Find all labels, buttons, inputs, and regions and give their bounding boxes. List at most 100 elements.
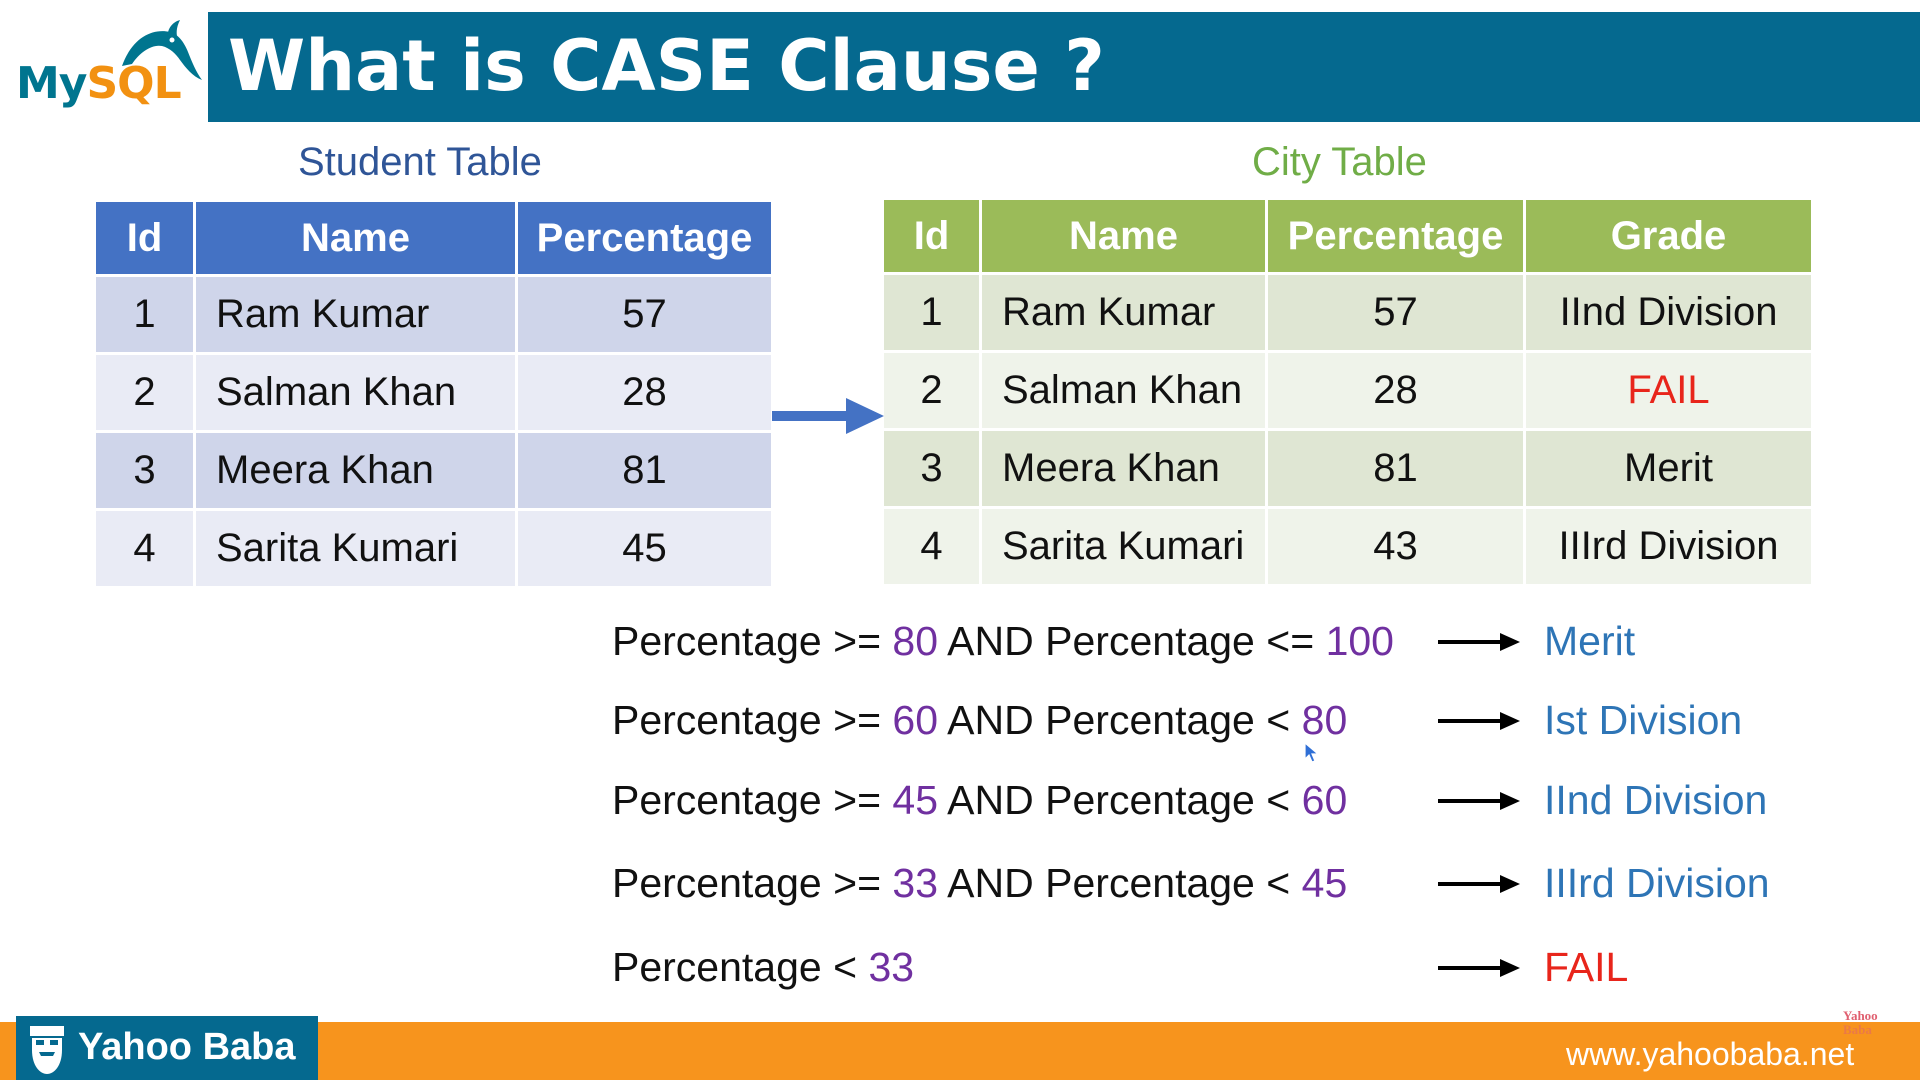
rule-field: Percentage (612, 944, 822, 990)
cell-name: Ram Kumar (196, 277, 518, 355)
cell-grade-fail: FAIL (1526, 353, 1814, 431)
cell-name: Salman Khan (196, 355, 518, 433)
website-url: www.yahoobaba.net (1566, 1036, 1855, 1072)
watermark-line: Yahoo (1843, 1008, 1878, 1023)
column-header: Id (96, 202, 196, 277)
rule-operator: >= (833, 860, 882, 906)
page-title: What is CASE Clause ? (228, 25, 1105, 107)
rule-operator: < (1266, 860, 1291, 906)
cell-percentage: 28 (1268, 353, 1526, 431)
cell-percentage: 57 (518, 277, 774, 355)
result-second-division: IInd Division (1544, 777, 1768, 823)
brand-name: Yahoo Baba (78, 1026, 296, 1068)
cell-name: Meera Khan (982, 431, 1268, 509)
result-first-division: Ist Division (1544, 697, 1743, 743)
rule-number: 33 (892, 860, 939, 906)
column-header: Name (196, 202, 518, 277)
rule-and: AND (947, 860, 1034, 906)
rule-merit: Percentage >= 80 AND Percentage <= 100 (612, 618, 1394, 665)
rule-number: 33 (868, 944, 915, 990)
rule-number: 80 (892, 618, 939, 664)
rule-number: 60 (892, 697, 939, 743)
result-fail: FAIL (1544, 944, 1629, 990)
cell-id: 4 (96, 511, 196, 589)
column-header: Id (884, 200, 982, 275)
rule-and: AND (947, 777, 1034, 823)
result-merit: Merit (1544, 618, 1636, 664)
table-row: 1 Ram Kumar 57 (96, 277, 774, 355)
rule-operator: <= (1266, 618, 1315, 664)
rule-and: AND (947, 697, 1034, 743)
rule-field: Percentage (612, 618, 822, 664)
rule-fail: Percentage < 33 (612, 944, 914, 991)
mysql-logo: MySQL (14, 18, 202, 118)
student-table: Id Name Percentage 1 Ram Kumar 57 2 Salm… (96, 202, 774, 589)
cell-grade: Merit (1526, 431, 1814, 509)
rule-field: Percentage (1045, 697, 1255, 743)
cell-name: Sarita Kumari (196, 511, 518, 589)
rule-number: 45 (892, 777, 939, 823)
cell-name: Salman Khan (982, 353, 1268, 431)
rule-field: Percentage (612, 777, 822, 823)
rule-number: 60 (1301, 777, 1348, 823)
logo-my-text: My (16, 58, 87, 109)
table-row: 3 Meera Khan 81 Merit (884, 431, 1814, 509)
cell-id: 1 (884, 275, 982, 353)
cell-percentage: 28 (518, 355, 774, 433)
student-table-caption: Student Table (298, 140, 542, 184)
column-header: Grade (1526, 200, 1814, 275)
rule-number: 80 (1301, 697, 1348, 743)
cell-id: 3 (96, 433, 196, 511)
rule-operator: < (1266, 697, 1291, 743)
right-arrow-icon (1438, 712, 1520, 730)
right-arrow-icon (1438, 959, 1520, 977)
cell-percentage: 45 (518, 511, 774, 589)
mouse-cursor-icon (1304, 742, 1320, 763)
watermark: Yahoo Baba (1843, 1009, 1878, 1037)
rule-number: 45 (1301, 860, 1348, 906)
rule-first-division: Percentage >= 60 AND Percentage < 80 (612, 697, 1347, 744)
mysql-wordmark: MySQL (16, 58, 182, 109)
cell-percentage: 81 (1268, 431, 1526, 509)
right-arrow-icon (1438, 875, 1520, 893)
cell-id: 2 (96, 355, 196, 433)
column-header: Percentage (1268, 200, 1526, 275)
cell-id: 4 (884, 509, 982, 587)
footer-bar (0, 1022, 1920, 1080)
table-row: 2 Salman Khan 28 (96, 355, 774, 433)
bearded-face-icon (30, 1026, 64, 1074)
cell-percentage: 57 (1268, 275, 1526, 353)
cell-id: 3 (884, 431, 982, 509)
cell-name: Ram Kumar (982, 275, 1268, 353)
rule-and: AND (947, 618, 1034, 664)
table-row: 4 Sarita Kumari 45 (96, 511, 774, 589)
mysql-dolphin-icon (122, 20, 202, 80)
result-third-division: IIIrd Division (1544, 860, 1770, 906)
rule-field: Percentage (1045, 860, 1255, 906)
rule-third-division: Percentage >= 33 AND Percentage < 45 (612, 860, 1347, 907)
table-row: 1 Ram Kumar 57 IInd Division (884, 275, 1814, 353)
rule-operator: >= (833, 618, 882, 664)
right-arrow-icon (1438, 792, 1520, 810)
city-table: Id Name Percentage Grade 1 Ram Kumar 57 … (884, 200, 1814, 587)
table-header-row: Id Name Percentage (96, 202, 774, 277)
rule-field: Percentage (612, 860, 822, 906)
right-arrow-icon (1438, 633, 1520, 651)
cell-grade: IInd Division (1526, 275, 1814, 353)
watermark-line: Baba (1843, 1022, 1872, 1037)
city-table-caption: City Table (1252, 140, 1427, 184)
cell-name: Sarita Kumari (982, 509, 1268, 587)
cell-percentage: 81 (518, 433, 774, 511)
cell-percentage: 43 (1268, 509, 1526, 587)
rule-field: Percentage (1045, 777, 1255, 823)
table-header-row: Id Name Percentage Grade (884, 200, 1814, 275)
rule-field: Percentage (612, 697, 822, 743)
rule-operator: < (833, 944, 858, 990)
cell-name: Meera Khan (196, 433, 518, 511)
rule-operator: >= (833, 697, 882, 743)
rule-second-division: Percentage >= 45 AND Percentage < 60 (612, 777, 1347, 824)
rule-operator: >= (833, 777, 882, 823)
brand-badge: Yahoo Baba (16, 1016, 318, 1080)
table-row: 3 Meera Khan 81 (96, 433, 774, 511)
cell-id: 2 (884, 353, 982, 431)
